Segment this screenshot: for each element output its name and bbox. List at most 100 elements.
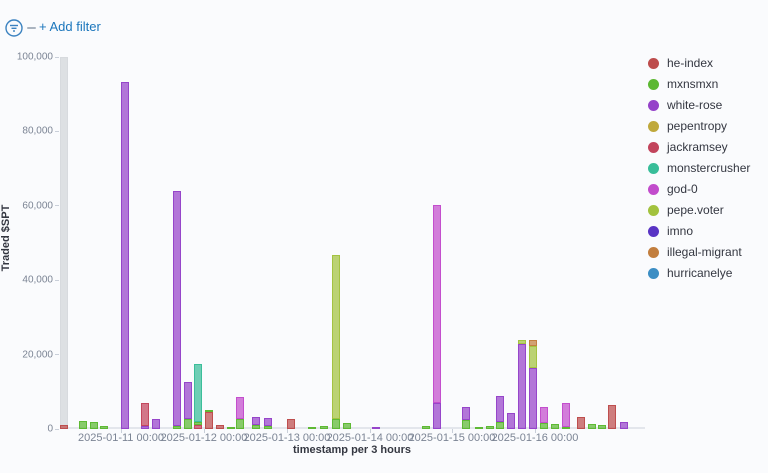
bar-segment-jackramsey [141,402,149,426]
y-tick-label: 100,000 [16,51,53,63]
legend-item-he-index[interactable]: he-index [648,56,750,71]
bar-segment-mxnsmxn [184,418,192,429]
bar[interactable] [540,407,548,429]
bar[interactable] [173,190,181,429]
bar[interactable] [620,421,628,429]
bar[interactable] [462,407,470,429]
legend-item-pepe.voter[interactable]: pepe.voter [648,203,750,218]
bar-segment-mxnsmxn [100,426,108,429]
legend-item-mxnsmxn[interactable]: mxnsmxn [648,77,750,92]
bar-segment-mxnsmxn [320,426,328,429]
legend-swatch-icon [648,163,659,174]
bar-segment-he-index [60,425,68,429]
bar-segment-white-rose [372,426,380,429]
bar[interactable] [184,382,192,429]
legend-label: pepe.voter [667,203,724,217]
bar[interactable] [79,420,87,429]
bar[interactable] [141,402,149,429]
bar[interactable] [100,426,108,429]
bar[interactable] [562,402,570,429]
bar[interactable] [332,254,340,429]
bar[interactable] [372,426,380,429]
legend-item-hurricanelye[interactable]: hurricanelye [648,266,750,281]
x-tick-label: 2025-01-12 00:00 [160,432,248,444]
x-tick-label: 2025-01-13 00:00 [243,432,331,444]
bar[interactable] [205,410,213,429]
bar-segment-god-0 [433,205,441,403]
bar-segment-mxnsmxn [227,426,235,429]
bar-segment-mxnsmxn [496,422,504,429]
bar-segment-he-index [287,418,295,429]
x-tick-label: 2025-01-16 00:00 [491,432,579,444]
bar-segment-mxnsmxn [194,421,202,425]
plot-area [60,57,645,429]
bar-segment-mxnsmxn [343,423,351,429]
bar-segment-illegal-migrant [529,340,537,347]
legend-item-jackramsey[interactable]: jackramsey [648,140,750,155]
x-tick-label: 2025-01-11 00:00 [77,432,165,444]
legend-item-pepentropy[interactable]: pepentropy [648,119,750,134]
bar[interactable] [343,423,351,429]
bar[interactable] [252,416,260,429]
bar-segment-white-rose [264,417,272,426]
legend-item-illegal-migrant[interactable]: illegal-migrant [648,245,750,260]
bar-segment-mxnsmxn [332,418,340,429]
bar-segment-mxnsmxn [173,426,181,429]
y-tick-mark [55,130,59,132]
legend-label: imno [667,224,694,238]
bar-segment-mxnsmxn [462,419,470,429]
bar-segment-mxnsmxn [264,425,272,429]
bar[interactable] [507,413,515,429]
x-tick-label: 2025-01-14 00:00 [326,432,414,444]
legend-swatch-icon [648,58,659,69]
bar[interactable] [216,424,224,429]
bar-segment-white-rose [496,395,504,423]
bar[interactable] [264,417,272,429]
bar-segment-mxnsmxn [475,426,483,429]
bar[interactable] [422,426,430,429]
bar-segment-mxnsmxn [90,421,98,429]
legend-item-god-0[interactable]: god-0 [648,182,750,197]
bar[interactable] [496,395,504,429]
bar[interactable] [152,419,160,429]
bar-segment-white-rose [620,421,628,429]
legend-item-monstercrusher[interactable]: monstercrusher [648,161,750,176]
bar-segment-white-rose [152,419,160,429]
bar-segment-white-rose [184,382,192,419]
bar[interactable] [194,363,202,429]
bar[interactable] [90,421,98,429]
bar[interactable] [598,424,606,429]
bar[interactable] [518,340,526,429]
bar-segment-white-rose [252,416,260,425]
bar[interactable] [486,426,494,429]
bar[interactable] [308,426,316,429]
y-tick-label: 0 [47,423,53,435]
bar[interactable] [227,426,235,429]
bar[interactable] [529,340,537,429]
legend-swatch-icon [648,268,659,279]
bar[interactable] [577,417,585,429]
bar[interactable] [433,205,441,429]
bar[interactable] [236,397,244,429]
bar[interactable] [121,81,129,429]
legend-swatch-icon [648,100,659,111]
legend-item-imno[interactable]: imno [648,224,750,239]
bar[interactable] [608,404,616,429]
add-filter-button[interactable]: + Add filter [39,19,101,34]
bar[interactable] [588,424,596,429]
y-tick-mark [55,205,59,207]
partial-bucket-bar[interactable] [60,57,68,429]
bar[interactable] [320,426,328,429]
x-tick-mark [287,429,288,433]
legend-swatch-icon [648,205,659,216]
bar[interactable] [475,426,483,429]
bar[interactable] [287,418,295,429]
bar[interactable] [60,425,68,429]
bar-segment-mxnsmxn [422,426,430,429]
filter-icon[interactable] [5,19,23,37]
bar[interactable] [551,424,559,429]
bar-segment-mxnsmxn [236,418,244,429]
legend-item-white-rose[interactable]: white-rose [648,98,750,113]
bar-chart: Traded $SPT 0 20,000 40,000 60,000 80,000 100… [0,46,768,473]
filter-dash-icon [27,27,36,29]
